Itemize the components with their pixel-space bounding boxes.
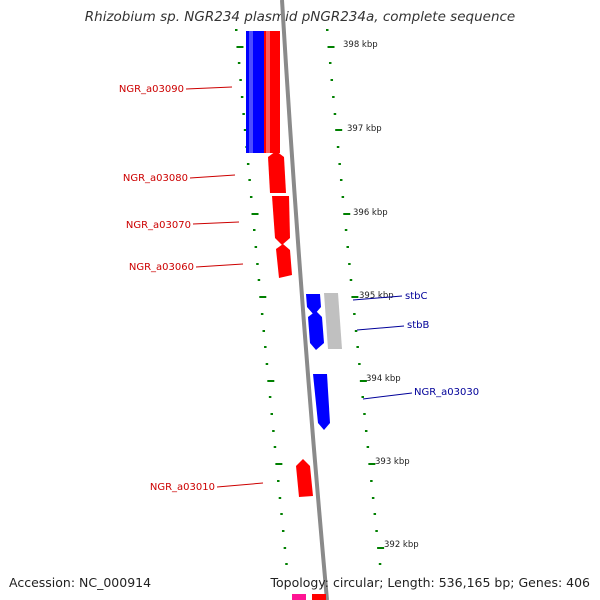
label-connector	[185, 86, 233, 90]
gene-label[interactable]: NGR_a03070	[126, 220, 191, 231]
gene-feature[interactable]	[313, 374, 330, 430]
map-title: Rhizobium sp. NGR234 plasmid pNGR234a, c…	[84, 9, 516, 25]
gene-feature[interactable]	[306, 294, 321, 315]
gene-feature[interactable]	[308, 311, 324, 350]
gene-label[interactable]: stbC	[405, 291, 427, 302]
gene-feature[interactable]	[312, 594, 326, 600]
left-tick-arc	[235, 29, 288, 565]
sequence-backbone	[280, 0, 329, 600]
tick-label-397: 397 kbp	[347, 124, 382, 134]
gene-label[interactable]: NGR_a03090	[119, 84, 184, 95]
tick-label-394: 394 kbp	[366, 374, 401, 384]
gene-feature[interactable]	[296, 459, 313, 497]
label-connector	[195, 263, 244, 268]
label-connector	[189, 174, 236, 179]
gene-feature[interactable]	[246, 31, 264, 153]
tick-label-393: 393 kbp	[375, 457, 410, 467]
tick-label-398: 398 kbp	[343, 40, 378, 50]
gene-feature[interactable]	[268, 151, 286, 193]
label-connector	[216, 482, 264, 488]
gene-feature-highlight	[266, 31, 270, 153]
genome-stats-text: Topology: circular; Length: 536,165 bp; …	[270, 575, 591, 590]
gene-feature[interactable]	[324, 293, 342, 349]
label-connector	[352, 295, 403, 301]
tick-label-392: 392 kbp	[384, 540, 419, 550]
gene-feature-highlight	[249, 31, 253, 153]
label-connector	[362, 392, 413, 400]
gene-feature[interactable]	[276, 244, 292, 278]
tick-label-396: 396 kbp	[353, 208, 388, 218]
gene-feature[interactable]	[263, 31, 280, 153]
accession-text: Accession: NC_000914	[9, 575, 152, 590]
label-connector	[356, 325, 405, 331]
gene-label[interactable]: NGR_a03010	[150, 482, 215, 493]
gene-label[interactable]: stbB	[407, 320, 429, 331]
gene-feature[interactable]	[272, 196, 290, 245]
tick-label-395: 395 kbp	[359, 291, 394, 301]
gene-label[interactable]: NGR_a03030	[414, 387, 479, 398]
label-connector	[192, 221, 240, 225]
gene-feature[interactable]	[292, 594, 306, 600]
gene-label[interactable]: NGR_a03060	[129, 262, 194, 273]
right-tick-arc	[326, 29, 385, 565]
gene-label[interactable]: NGR_a03080	[123, 173, 188, 184]
